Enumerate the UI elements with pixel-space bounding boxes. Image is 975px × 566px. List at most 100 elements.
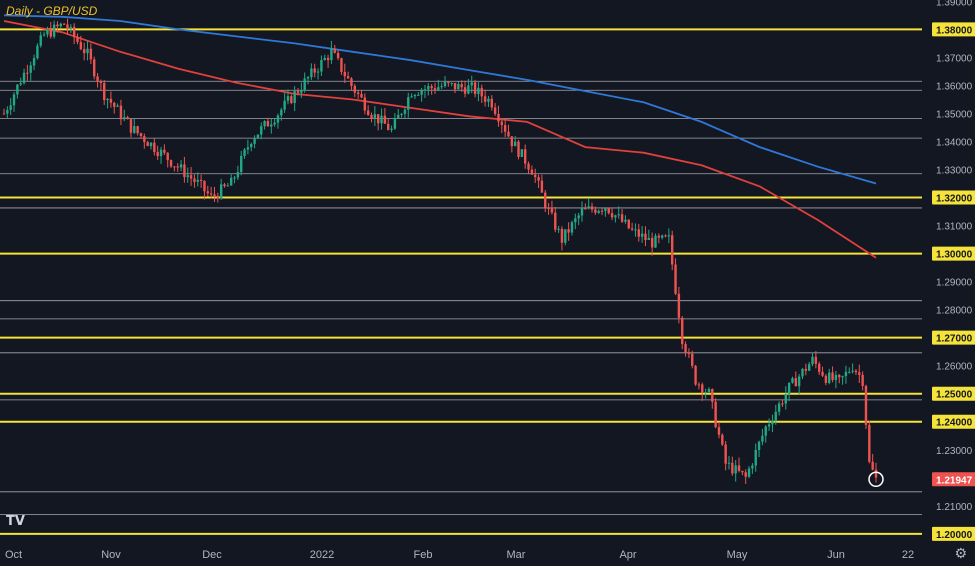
- candle-body: [594, 209, 597, 213]
- candle-body: [390, 128, 393, 130]
- chart-title: Daily - GBP/USD: [6, 4, 98, 18]
- candle-body: [286, 96, 290, 101]
- candle-body: [106, 98, 109, 101]
- candle-body: [741, 470, 744, 473]
- candle-body: [387, 123, 390, 130]
- candle-body: [96, 76, 99, 82]
- candle-body: [600, 210, 604, 212]
- candle-body: [219, 184, 223, 199]
- candle-body: [520, 149, 524, 157]
- candle-body: [674, 264, 677, 294]
- candle-body: [821, 371, 824, 376]
- candle-body: [747, 468, 751, 477]
- candle-body: [530, 169, 534, 175]
- candle-body: [737, 465, 741, 471]
- moving-average-200: [3, 14, 877, 185]
- candle-body: [701, 384, 704, 393]
- candle-body: [597, 210, 600, 213]
- tradingview-logo[interactable]: TV: [6, 514, 25, 529]
- candle-body: [443, 81, 447, 87]
- candle-body: [49, 29, 52, 37]
- candle-body: [473, 82, 477, 95]
- candle-body: [848, 371, 851, 373]
- candle-body: [681, 317, 684, 344]
- candle-body: [59, 23, 62, 27]
- candle-body: [744, 472, 747, 477]
- candle-body: [109, 98, 113, 103]
- candle-body: [12, 94, 16, 106]
- candle-body: [828, 372, 831, 383]
- candle-body: [246, 147, 250, 150]
- candle-body: [366, 110, 370, 116]
- candle-body: [62, 23, 66, 25]
- candle-body: [300, 90, 303, 93]
- candle-body: [233, 177, 236, 179]
- candle-body: [189, 175, 193, 179]
- candle-body: [751, 465, 754, 469]
- candle-body: [420, 90, 423, 95]
- x-tick-label: Jun: [827, 549, 845, 561]
- candle-body: [510, 136, 514, 147]
- candle-body: [463, 87, 467, 94]
- candle-body: [226, 185, 230, 187]
- price-axis[interactable]: 1.39000 1.37000 1.36000 1.35000 1.34000 1.330…: [922, 0, 975, 541]
- candle-body: [607, 207, 610, 214]
- candle-body: [470, 82, 473, 86]
- last-price-tag: [932, 472, 975, 487]
- candle-body: [433, 88, 437, 91]
- candle-body: [16, 84, 19, 95]
- candle-body: [554, 212, 557, 230]
- candle-body: [2, 113, 6, 115]
- y-tick-label: 1.35000: [936, 109, 973, 120]
- candle-body: [534, 174, 537, 178]
- candle-body: [293, 91, 296, 104]
- candle-body: [637, 229, 640, 237]
- candle-body: [39, 35, 42, 46]
- candle-body: [717, 427, 721, 435]
- candle-body: [9, 105, 12, 110]
- candle-body: [517, 141, 520, 157]
- candle-body: [427, 86, 430, 90]
- candle-body: [250, 143, 253, 148]
- candle-body: [176, 166, 179, 168]
- candle-body: [794, 378, 798, 387]
- candle-body: [240, 155, 243, 172]
- candle-body: [316, 71, 320, 73]
- candle-body: [557, 228, 560, 230]
- candle-body: [664, 235, 667, 237]
- candle-body: [56, 24, 59, 27]
- candle-body: [667, 235, 671, 237]
- gear-icon[interactable]: ⚙: [954, 546, 967, 562]
- candle-body: [781, 403, 784, 405]
- candle-body: [42, 34, 46, 36]
- candle-body: [447, 81, 450, 83]
- candle-body: [547, 207, 550, 209]
- candle-body: [610, 213, 614, 218]
- time-axis[interactable]: Oct Nov Dec 2022 Feb Mar Apr May Jun 22: [5, 549, 914, 561]
- key-level-tag: [932, 386, 975, 401]
- candle-body: [767, 424, 771, 427]
- candle-body: [577, 215, 580, 219]
- candle-body: [376, 114, 380, 124]
- key-level-label: 1.32000: [936, 194, 973, 205]
- moving-average-100: [3, 20, 877, 259]
- candle-body: [166, 152, 169, 161]
- candle-body: [614, 215, 617, 218]
- candle-body: [310, 68, 313, 78]
- candle-body: [336, 52, 340, 59]
- candle-body: [560, 228, 564, 243]
- key-level-tag: [932, 526, 975, 541]
- candle-body: [654, 235, 657, 248]
- candle-body: [330, 48, 333, 61]
- candle-body: [550, 208, 554, 213]
- candle-body: [841, 376, 844, 378]
- candle-body: [694, 365, 697, 385]
- candle-body: [149, 142, 153, 147]
- x-tick-label: Nov: [101, 549, 121, 561]
- candle-body: [66, 24, 69, 30]
- candle-body: [691, 353, 694, 366]
- candle-body: [296, 91, 300, 93]
- candle-body: [791, 378, 794, 383]
- candle-body: [306, 77, 310, 79]
